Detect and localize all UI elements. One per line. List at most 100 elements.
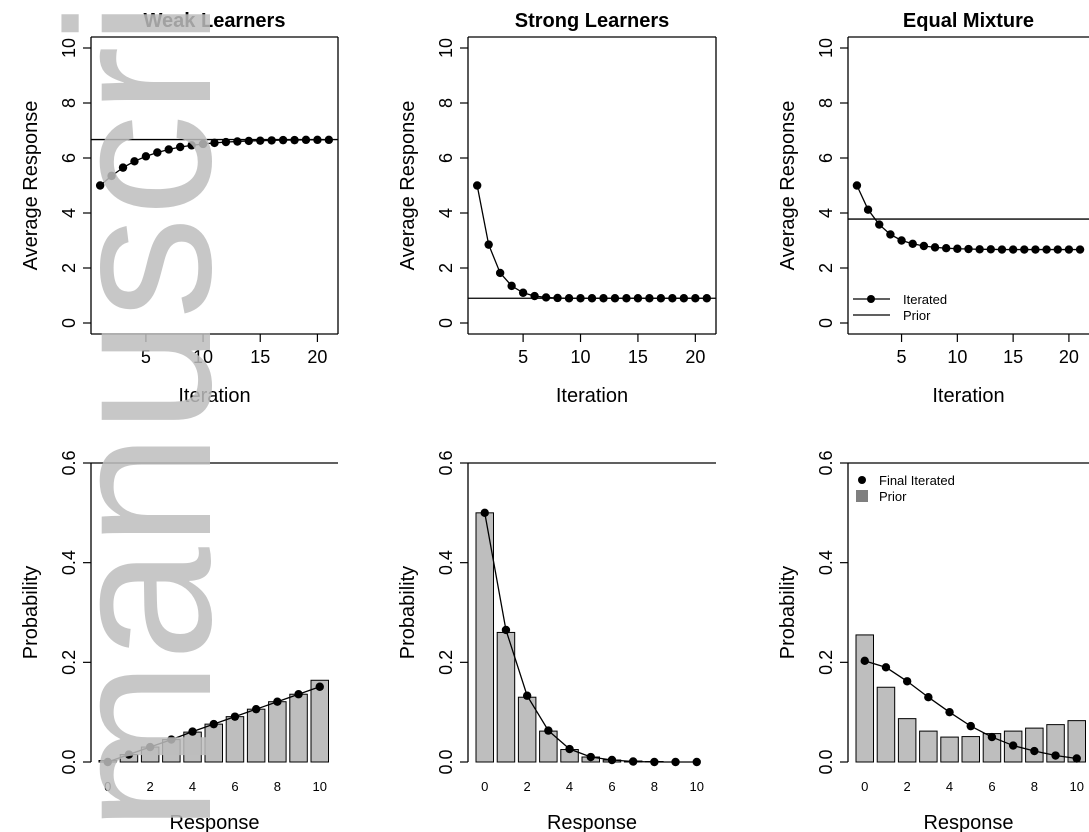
y-tick-label: 10 — [436, 38, 456, 58]
final-iterated-point — [1072, 754, 1081, 763]
y-tick-label: 6 — [816, 153, 836, 163]
legend-iterated-point-swatch — [867, 295, 875, 303]
prior-bar — [496, 631, 516, 763]
final-iterated-point — [586, 752, 595, 762]
y-tick-label: 4 — [816, 208, 836, 218]
iterated-point — [702, 294, 712, 303]
legend-final-iterated-label: Final Iterated — [879, 473, 955, 488]
x-tick-label: 4 — [566, 779, 573, 794]
iterated-point — [679, 294, 689, 303]
y-axis-label: Probability — [777, 566, 799, 659]
iterated-point — [997, 245, 1007, 254]
x-tick-label: 4 — [189, 779, 196, 794]
iterated-point — [472, 181, 482, 190]
y-tick-label: 0.4 — [816, 550, 836, 575]
legend-prior-label: Prior — [879, 489, 907, 504]
iterated-point — [495, 268, 505, 278]
chart-title: Strong Learners — [515, 10, 669, 32]
iterated-point — [175, 142, 185, 152]
iterated-point — [484, 240, 493, 249]
chart-title: Equal Mixture — [903, 10, 1034, 32]
x-tick-label: 10 — [571, 347, 591, 367]
x-tick-label: 8 — [274, 779, 281, 794]
final-iterated-point — [881, 663, 891, 672]
x-tick-label: 10 — [947, 347, 967, 367]
iterated-point — [256, 136, 265, 145]
y-tick-label: 0 — [59, 318, 79, 328]
y-tick-label: 10 — [59, 38, 79, 58]
prior-bar — [1025, 727, 1044, 763]
iterated-point — [953, 244, 962, 253]
y-tick-label: 0.0 — [59, 749, 79, 774]
iterated-point — [1008, 245, 1018, 254]
iterated-point — [633, 294, 643, 303]
y-tick-label: 0 — [816, 318, 836, 328]
iterated-point — [530, 291, 539, 301]
x-axis-label: Response — [169, 812, 259, 832]
y-tick-label: 10 — [816, 38, 836, 58]
y-tick-label: 8 — [816, 98, 836, 108]
x-tick-label: 4 — [946, 779, 953, 794]
iterated-point — [863, 205, 873, 214]
x-axis-label: Iteration — [178, 385, 250, 407]
iterated-point — [141, 152, 151, 161]
final-iterated-point — [1030, 746, 1039, 756]
x-tick-label: 2 — [524, 779, 531, 794]
iterated-point — [1053, 245, 1062, 254]
final-iterated-point — [902, 677, 912, 686]
x-tick-label: 6 — [608, 779, 615, 794]
iterated-point — [324, 135, 334, 145]
iterated-point — [164, 145, 173, 154]
chart-title: Weak Learners — [144, 10, 286, 32]
final-iterated-point — [544, 726, 553, 735]
y-tick-label: 4 — [59, 208, 79, 218]
x-tick-label: 15 — [1003, 347, 1023, 367]
x-tick-label: 10 — [1070, 779, 1084, 794]
iterated-point — [668, 294, 677, 303]
final-iterated-point — [103, 757, 112, 767]
prior-bar — [961, 736, 980, 763]
y-tick-label: 0.6 — [436, 450, 456, 475]
final-iterated-point — [480, 508, 489, 518]
iterated-point — [564, 294, 574, 303]
x-tick-label: 10 — [313, 779, 327, 794]
iterated-point — [118, 163, 128, 172]
x-tick-label: 10 — [690, 779, 704, 794]
prior-bar — [225, 716, 245, 763]
x-tick-label: 2 — [904, 779, 911, 794]
iterated-point — [964, 244, 973, 254]
iterated-point — [313, 135, 322, 145]
final-iterated-point — [671, 757, 680, 767]
iterated-point — [278, 135, 288, 145]
iterated-point — [897, 236, 906, 245]
x-axis-label: Response — [923, 812, 1013, 832]
iterated-line — [856, 185, 1081, 251]
prior-bar — [310, 679, 329, 763]
x-tick-label: 6 — [231, 779, 238, 794]
iterated-point — [610, 294, 620, 303]
y-axis-label: Average Response — [397, 101, 419, 271]
prior-bar — [876, 686, 896, 763]
legend-final-iterated-swatch — [858, 476, 866, 484]
y-axis-label: Average Response — [777, 101, 799, 271]
iterated-point — [95, 181, 105, 190]
iterated-point — [587, 294, 597, 303]
y-tick-label: 0.2 — [59, 650, 79, 675]
final-iterated-point — [1008, 741, 1018, 750]
x-tick-label: 20 — [1059, 347, 1079, 367]
x-tick-label: 8 — [1031, 779, 1038, 794]
iterated-point — [886, 230, 895, 239]
final-iterated-point — [251, 704, 261, 714]
y-tick-label: 0.4 — [59, 550, 79, 575]
iterated-point — [210, 138, 219, 148]
x-tick-label: 20 — [307, 347, 327, 367]
final-iterated-point — [924, 693, 933, 702]
final-iterated-point — [124, 750, 134, 759]
prior-bar — [268, 701, 287, 763]
y-tick-label: 6 — [59, 153, 79, 163]
y-tick-label: 6 — [436, 153, 456, 163]
x-tick-label: 20 — [685, 347, 705, 367]
iterated-point — [507, 281, 516, 291]
final-iterated-point — [501, 625, 511, 635]
